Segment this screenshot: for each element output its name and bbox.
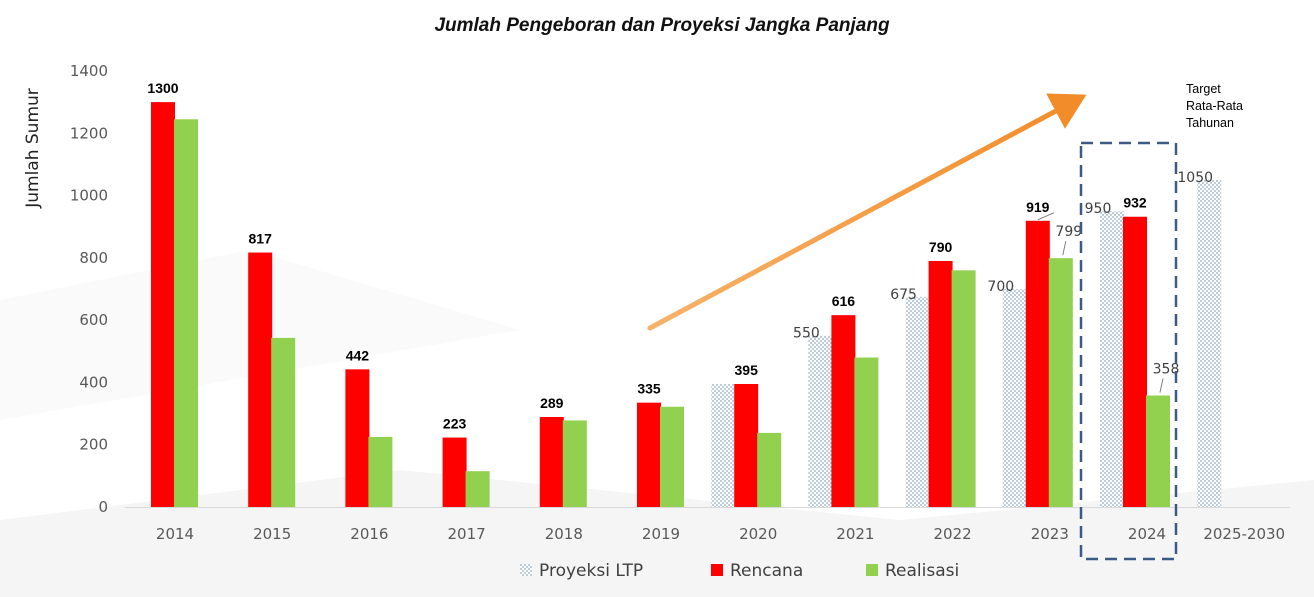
data-label-rencana-2021: 616 [832, 293, 856, 309]
bar-proyeksi-ltp-2021 [808, 335, 833, 507]
trend-arrow [647, 93, 1087, 331]
bar-proyeksi-ltp-2023 [1002, 289, 1027, 507]
bar-proyeksi-ltp-2022 [905, 296, 930, 507]
legend-swatch-rencana [711, 564, 723, 576]
x-tick-label: 2018 [545, 525, 583, 543]
data-label-realisasi-2024: 358 [1153, 362, 1180, 378]
axes-layer: 0 200 400 600 800 1000 1200 1400 2014 2015 2016 201… [70, 62, 1290, 543]
x-tick-label: 2019 [642, 525, 680, 543]
highlight-box-2024 [1079, 141, 1178, 561]
x-tick-label: 2016 [350, 525, 388, 543]
legend-swatch-realisasi [866, 564, 878, 576]
data-label-rencana-2019: 335 [637, 381, 661, 397]
legend-label-realisasi: Realisasi [885, 561, 959, 581]
bar-rencana-2023 [1025, 220, 1050, 507]
y-tick-label: 800 [79, 249, 108, 267]
data-label-proyeksi-ltp-2022: 675 [890, 287, 917, 303]
y-axis-label: Jumlah Sumur [23, 88, 43, 209]
legend-label-proyeksi-ltp: Proyeksi LTP [539, 561, 643, 581]
data-label-proyeksi-ltp-2021: 550 [793, 326, 820, 342]
leader-line [1037, 212, 1055, 221]
bar-proyeksi-ltp-2025-2030 [1197, 180, 1222, 507]
bar-realisasi-2014 [174, 119, 198, 508]
legend-swatch-proyeksi-ltp [520, 564, 532, 576]
x-tick-label: 2021 [836, 525, 874, 543]
data-label-rencana-2016: 442 [346, 347, 370, 363]
bar-realisasi-2018 [562, 420, 587, 507]
bar-realisasi-2017 [465, 471, 490, 507]
leader-line [1062, 241, 1067, 256]
bar-realisasi-2022 [951, 270, 976, 507]
data-label-proyeksi-ltp-2023: 700 [987, 279, 1014, 295]
x-tick-label: 2015 [253, 525, 291, 543]
bar-realisasi-2020 [757, 432, 782, 507]
data-label-rencana-2018: 289 [540, 395, 564, 411]
data-labels-layer: 550 675 700 950 1050 1300 817 442 223 289 335 395 61… [147, 80, 1213, 431]
data-label-proyeksi-ltp-2024: 950 [1085, 201, 1112, 217]
x-tick-label: 2024 [1128, 525, 1166, 543]
bar-rencana-2017 [442, 437, 467, 507]
bar-rencana-2020 [734, 383, 759, 507]
data-label-rencana-2014: 1300 [147, 80, 178, 96]
bar-realisasi-2024 [1146, 395, 1170, 507]
annotation-layer: Target Rata-Rata Tahunan [647, 82, 1243, 561]
x-tick-label: 2017 [448, 525, 486, 543]
bar-realisasi-2023 [1048, 258, 1073, 507]
data-label-rencana-2023: 919 [1026, 199, 1050, 215]
y-tick-label: 0 [98, 498, 108, 516]
x-tick-label: 2014 [156, 525, 194, 543]
bar-rencana-2014 [151, 102, 175, 508]
bar-proyeksi-ltp-2020 [711, 383, 736, 507]
bar-realisasi-2016 [368, 436, 393, 507]
data-label-rencana-2020: 395 [735, 362, 759, 378]
x-tick-label: 2022 [934, 525, 972, 543]
data-label-rencana-2015: 817 [249, 231, 273, 247]
chart-title: Jumlah Pengeboran dan Proyeksi Jangka Pa… [434, 15, 889, 36]
data-label-rencana-2017: 223 [443, 416, 467, 432]
bar-realisasi-2015 [271, 337, 296, 507]
leader-line [1159, 378, 1164, 393]
y-tick-label: 600 [79, 311, 108, 329]
data-label-rencana-2024: 932 [1123, 195, 1147, 211]
y-tick-label: 1000 [70, 187, 108, 205]
x-tick-label: 2023 [1031, 525, 1069, 543]
x-tick-label: 2025-2030 [1203, 525, 1285, 543]
target-note-line: Target [1186, 82, 1221, 96]
legend-label-rencana: Rencana [730, 561, 803, 581]
data-label-rencana-2022: 790 [929, 239, 953, 255]
background-shape [0, 470, 1314, 597]
data-label-proyeksi-ltp-2025-2030: 1050 [1177, 170, 1213, 186]
bar-rencana-2022 [928, 260, 953, 507]
bar-rencana-2024 [1123, 216, 1147, 507]
bar-rencana-2021 [831, 315, 856, 507]
bar-rencana-2018 [539, 416, 564, 507]
y-tick-label: 200 [79, 436, 108, 454]
bars-layer [151, 102, 1222, 508]
legend: Proyeksi LTP Rencana Realisasi [520, 561, 959, 581]
y-tick-label: 1400 [70, 62, 108, 80]
x-tick-label: 2020 [739, 525, 777, 543]
bar-realisasi-2021 [854, 357, 879, 507]
bar-rencana-2019 [637, 402, 661, 507]
target-note-line: Rata-Rata [1186, 99, 1243, 113]
target-note-line: Tahunan [1186, 116, 1234, 130]
bar-rencana-2016 [345, 369, 370, 507]
bar-realisasi-2019 [660, 406, 684, 507]
bar-proyeksi-ltp-2024 [1100, 211, 1124, 507]
y-tick-label: 1200 [70, 124, 108, 142]
data-label-realisasi-2023: 799 [1055, 224, 1082, 240]
y-tick-label: 400 [79, 373, 108, 391]
bar-rencana-2015 [248, 252, 273, 507]
